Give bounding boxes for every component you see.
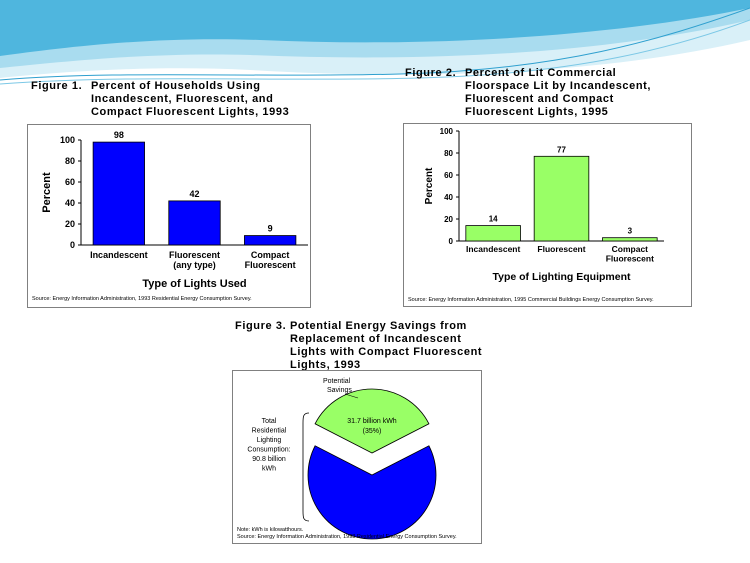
figure3-callout-leader — [344, 393, 359, 399]
figure3-savings-value-label: 31.7 billion kWh — [347, 418, 397, 425]
figure1-y-tick-label: 60 — [65, 177, 75, 187]
figure3-callout-label: Potential Savings — [323, 378, 352, 394]
figure3-callout-label-line: Savings — [327, 387, 352, 394]
figure2-chart: 0 20 40 60 80 100 Percent 14 Incandescent 77 Fluor… — [424, 127, 664, 283]
figure2-y-tick-label: 0 — [449, 237, 454, 246]
figure2-title: Percent of Lit Commercial Floorspace Lit… — [465, 67, 652, 118]
figure1-number: Figure 1. — [31, 80, 83, 92]
figure3-title-block: Figure 3. Potential Energy Savings from … — [235, 320, 535, 375]
figure2-y-tick-label: 40 — [444, 193, 453, 202]
figure2-title-block: Figure 2. Percent of Lit Commercial Floo… — [405, 67, 705, 122]
figure3-savings-percent-label: (35%) — [363, 428, 382, 435]
figure1-title-block: Figure 1. Percent of Households Using In… — [31, 80, 331, 125]
figure3-pie-slice-savings — [314, 388, 430, 454]
figure2-data-label: 3 — [628, 227, 633, 236]
figure1-y-tick-label: 0 — [70, 240, 75, 250]
figure3-total-label-line: kWh — [262, 466, 276, 473]
figure1-y-axis-label: Percent — [41, 172, 53, 213]
figure3-pie-slice-consumption — [307, 445, 437, 540]
figure3-total-label-line: Residential — [252, 428, 287, 435]
figure1-y-tick-label: 40 — [65, 198, 75, 208]
figure1-bar-1 — [92, 141, 145, 246]
figure2-category-label: Fluorescent — [537, 244, 585, 254]
figure2-category-label: Compact Fluorescent — [606, 244, 654, 264]
figure3-total-label-line: Total — [262, 418, 277, 425]
figure2-category-label-line: Incandescent — [466, 244, 520, 254]
figure2-data-label: 77 — [557, 145, 566, 154]
figure2-number: Figure 2. — [405, 67, 457, 79]
figure1-category-label-line: (any type) — [173, 260, 216, 270]
figure2-chart-panel: 0 20 40 60 80 100 Percent 14 Incandescent 77 Fluor… — [403, 123, 692, 307]
figure3-number: Figure 3. — [235, 320, 287, 332]
figure1-category-label: Fluorescent (any type) — [169, 250, 220, 270]
figure1-data-label: 9 — [268, 224, 273, 234]
figure1-bar-2 — [168, 200, 221, 246]
figure2-y-tick-label: 100 — [440, 127, 454, 136]
figure1-category-label-line: Compact — [251, 250, 290, 260]
figure3-callout-label-line: Potential — [323, 378, 351, 385]
figure1-x-axis-label: Type of Lights Used — [142, 278, 246, 290]
figure3-total-label: Total Residential Lighting Consumption: 90.8… — [247, 418, 290, 473]
figure3-total-label-line: 90.8 billion — [252, 456, 286, 463]
figure1-data-label: 98 — [114, 130, 124, 140]
figure1-y-tick-label: 80 — [65, 156, 75, 166]
figure2-x-axis-label: Type of Lighting Equipment — [492, 271, 631, 283]
figure2-bar-2 — [533, 155, 590, 242]
figure1-category-label: Compact Fluorescent — [245, 250, 296, 270]
header-wave-band-dark — [0, 0, 750, 56]
header-wave-line-1 — [0, 7, 750, 81]
figure1-source: Source: Energy Information Administratio… — [32, 296, 252, 302]
figure3-source: Source: Energy Information Administratio… — [237, 534, 457, 540]
figure2-y-tick-label: 20 — [444, 215, 453, 224]
figure1-category-label-line: Fluorescent — [245, 260, 296, 270]
figure2-y-axis-label: Percent — [424, 167, 435, 204]
figure1-category-label: Incandescent — [90, 250, 148, 260]
figure3-note: Note: kWh is kilowatthours. — [237, 527, 304, 533]
figure1-y-tick-label: 20 — [65, 219, 75, 229]
figure2-source: Source: Energy Information Administratio… — [408, 297, 654, 303]
figure1-bar-3 — [244, 235, 297, 246]
figure2-category-label-line: Fluorescent — [606, 254, 654, 264]
figure3-title: Potential Energy Savings from Replacemen… — [290, 320, 483, 371]
figure1-chart: 0 20 40 60 80 100 Percent 98 Incandescent 42 Fluor… — [41, 130, 308, 290]
figure1-category-label-line: Incandescent — [90, 250, 148, 260]
figure3-bracket — [302, 412, 310, 522]
figure1-chart-panel: 0 20 40 60 80 100 Percent 98 Incandescent 42 Fluor… — [27, 124, 311, 308]
figure2-data-label: 14 — [489, 215, 498, 224]
figure3-total-label-line: Lighting — [257, 437, 282, 444]
figure1-y-tick-label: 100 — [60, 135, 75, 145]
figure3-chart: 31.7 billion kWh (35%) Potential Savings Tot… — [247, 378, 437, 540]
figure2-y-tick-label: 60 — [444, 171, 453, 180]
figure1-data-label: 42 — [189, 189, 199, 199]
figure2-category-label: Incandescent — [466, 244, 520, 254]
figure1-title: Percent of Households Using Incandescent… — [91, 80, 290, 118]
figure3-chart-panel: 31.7 billion kWh (35%) Potential Savings Tot… — [232, 370, 482, 544]
header-wave-line-2 — [0, 19, 750, 85]
figure1-category-label-line: Fluorescent — [169, 250, 220, 260]
figure3-total-label-line: Consumption: — [247, 447, 290, 454]
figure2-bar-3 — [602, 237, 658, 242]
figure2-category-label-line: Compact — [612, 244, 649, 254]
figure2-bar-1 — [465, 225, 521, 242]
figure2-category-label-line: Fluorescent — [537, 244, 585, 254]
figure2-y-tick-label: 80 — [444, 149, 453, 158]
